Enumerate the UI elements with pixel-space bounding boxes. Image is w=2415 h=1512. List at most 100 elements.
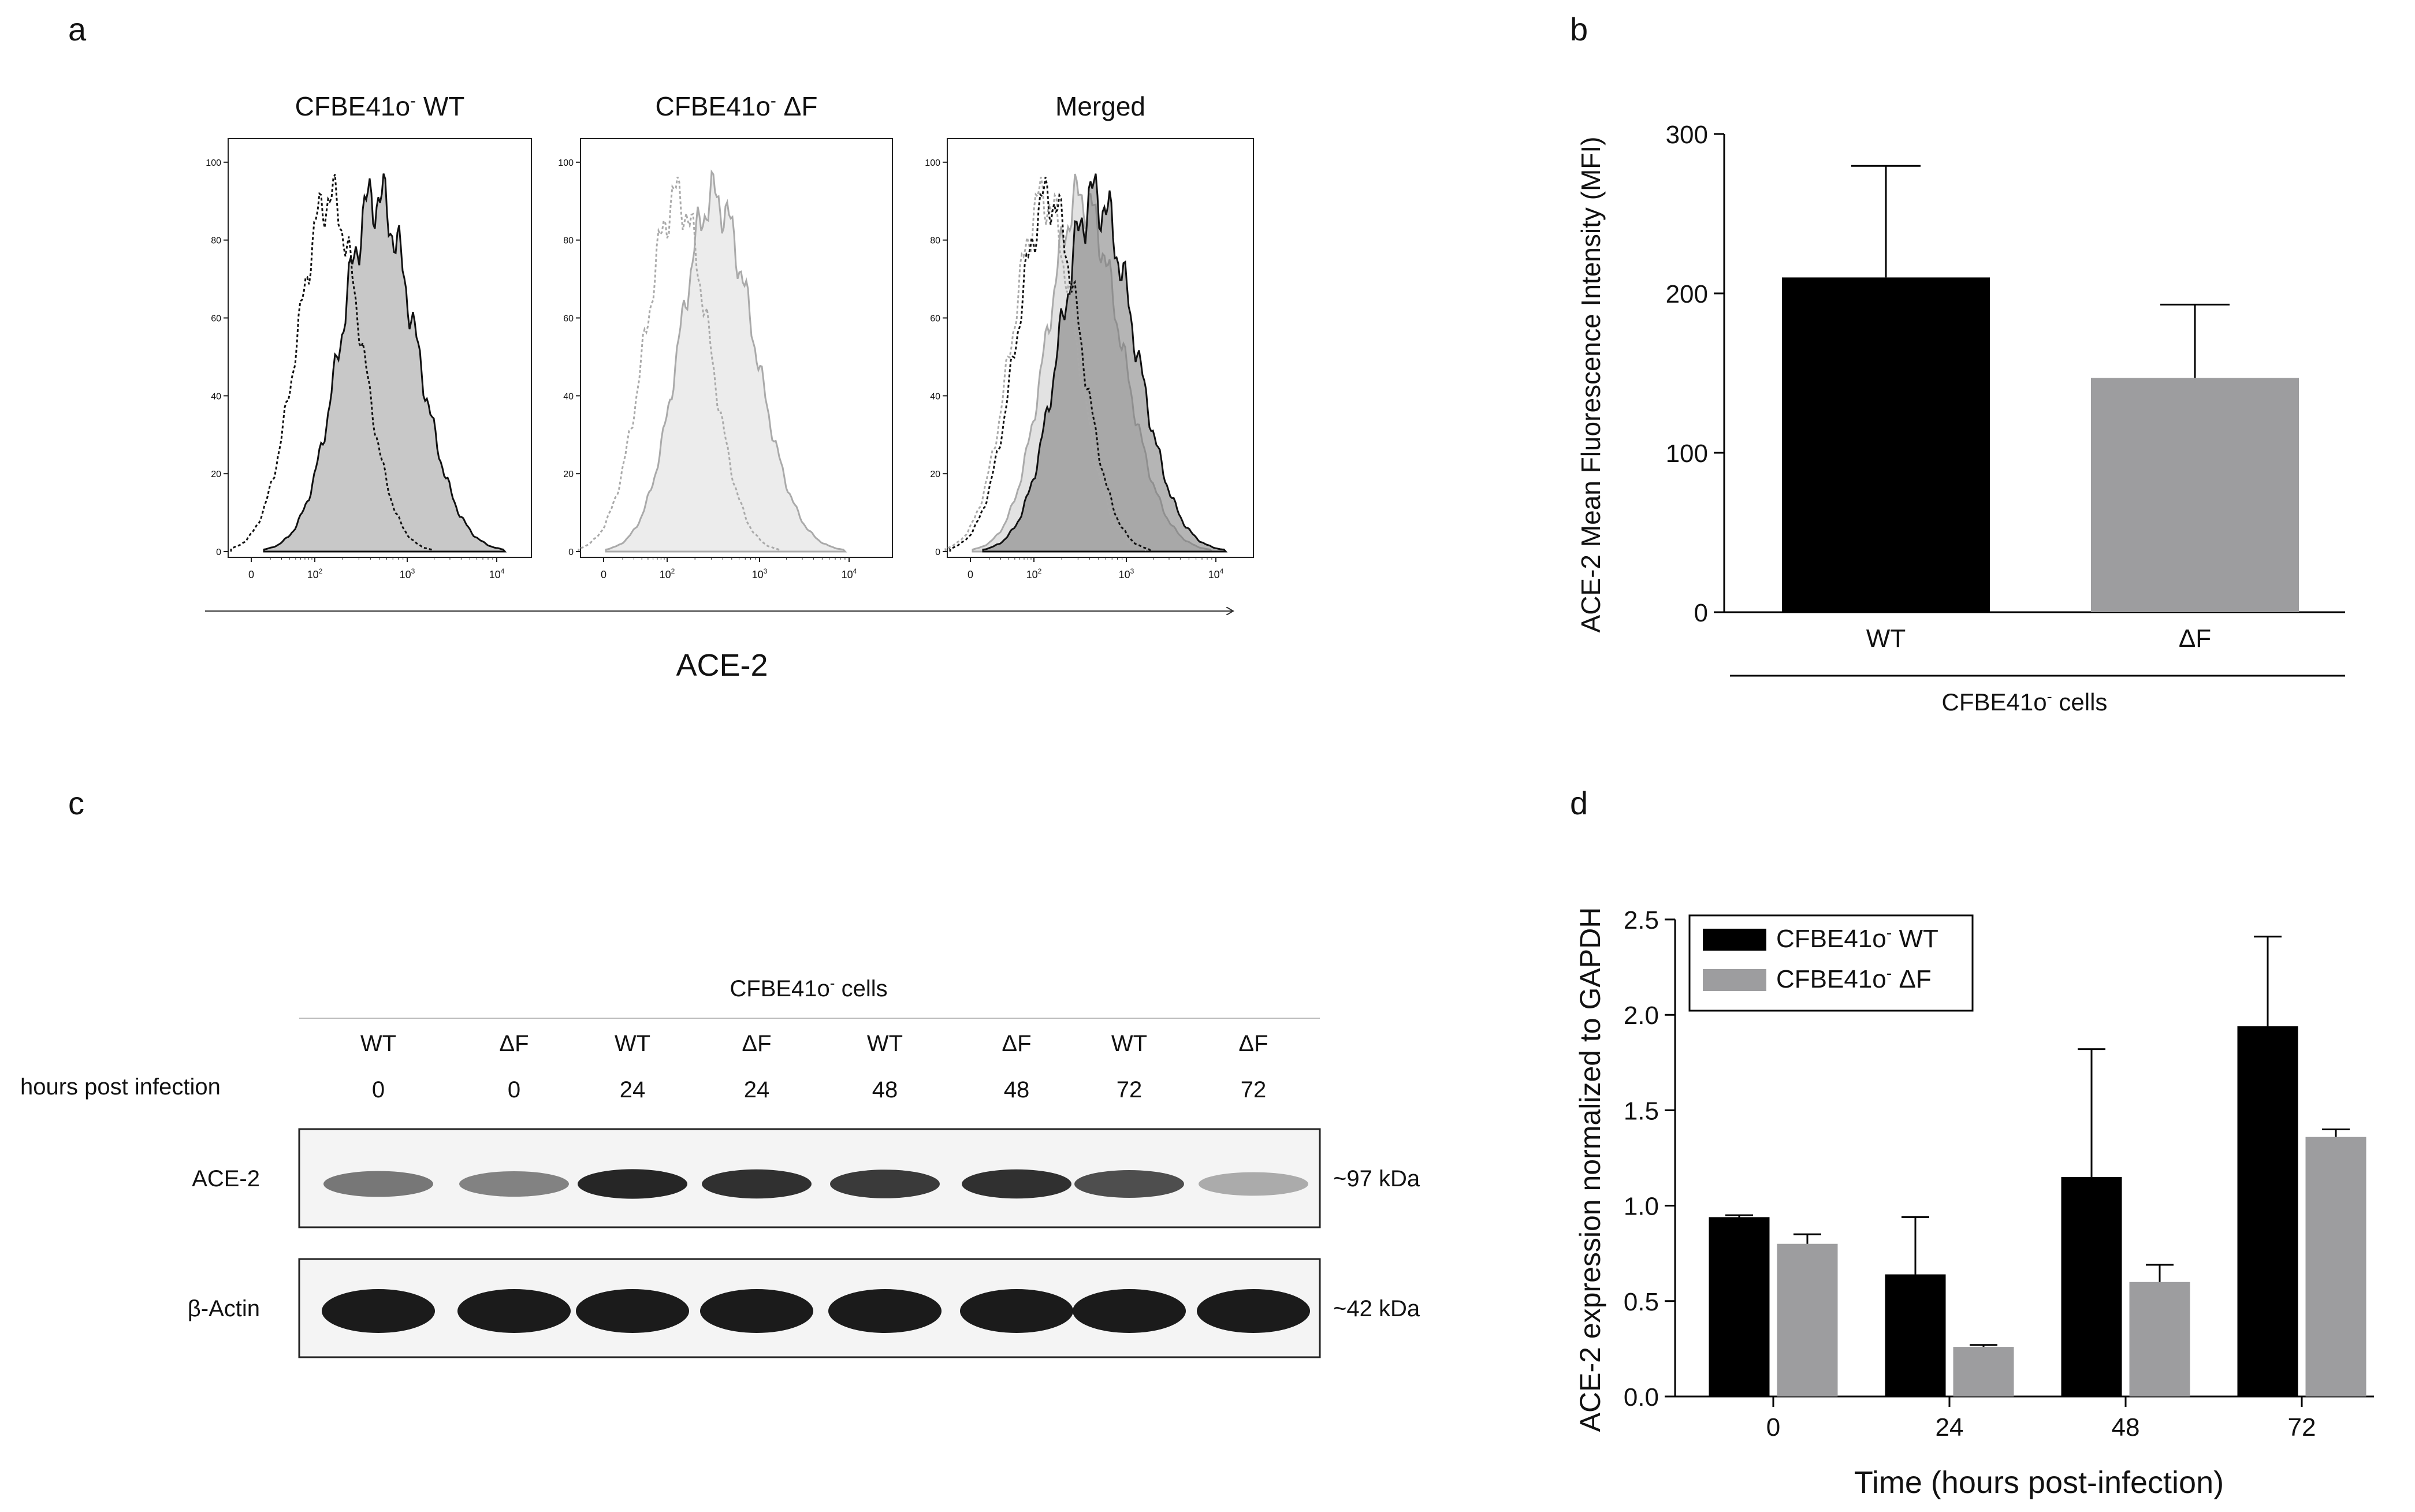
- blot-band: [457, 1289, 571, 1333]
- chart-b: 0 100 200 300 WT ΔF CFBE41o- cells ACE-2 Mean F…: [1576, 121, 2345, 716]
- blot-lane-genotype: WT: [867, 1031, 903, 1056]
- blot-lane-genotype: ΔF: [742, 1031, 771, 1056]
- histogram-x-tick-label: 0: [968, 569, 973, 580]
- d-y-tick-label: 2.5: [1624, 906, 1659, 934]
- histogram-y-tick-label: 100: [925, 158, 940, 168]
- panel-d: d 0.0 0.5 1.0 1.5 2.0 2.5 0 24 48 72 Time (hours p…: [1570, 785, 2374, 1500]
- d-category-label: 48: [2112, 1413, 2140, 1442]
- blot-lane-hours: 0: [372, 1077, 385, 1103]
- chart-d: 0.0 0.5 1.0 1.5 2.0 2.5 0 24 48 72 Time (hours pos…: [1574, 906, 2374, 1500]
- d-bar-df: [2305, 1137, 2366, 1396]
- histogram-title: CFBE41o- WT: [295, 91, 465, 121]
- western-blot: CFBE41o- cells hours post infection WT 0 ΔF 0…: [20, 974, 1420, 1358]
- panel-d-letter: d: [1570, 785, 1588, 821]
- histogram-y-tick-label: 80: [563, 236, 574, 246]
- blot-band: [323, 1171, 433, 1197]
- d-bar-wt: [2237, 1026, 2298, 1396]
- histogram-ace2-wt: [982, 173, 1228, 553]
- blot-lane-hours: 72: [1117, 1077, 1143, 1103]
- panel-b: b 0 100 200 300 WT ΔF CFBE41o- cells ACE-2 Mean…: [1570, 11, 2345, 716]
- d-category-label: 24: [1936, 1413, 1964, 1442]
- blot-band: [830, 1170, 940, 1198]
- histogram-title: CFBE41o- ΔF: [655, 91, 817, 121]
- b-group-label: CFBE41o- cells: [1942, 687, 2108, 716]
- blot-lane-hours: 48: [1004, 1077, 1030, 1103]
- blot-lane-genotype: ΔF: [1238, 1031, 1268, 1056]
- blot-size-label: ~42 kDa: [1333, 1296, 1420, 1321]
- histogram-x-tick-label: 102: [660, 567, 675, 580]
- histogram-merged: Merged 0 20 40 60 80 100 0 102 103 104: [925, 91, 1254, 580]
- histogram-x-tick-label: 104: [489, 567, 505, 580]
- histogram-isotype: [230, 174, 435, 552]
- d-x-axis-label: Time (hours post-infection): [1854, 1465, 2224, 1500]
- d-bar-df: [1777, 1243, 1838, 1396]
- histogram-y-tick-label: 60: [930, 314, 940, 324]
- d-y-axis-label: ACE-2 expression normalized to GAPDH: [1574, 907, 1606, 1432]
- blot-protein-label: β-Actin: [188, 1296, 260, 1321]
- histogram-x-tick-label: 0: [248, 569, 254, 580]
- blot-band: [962, 1169, 1071, 1199]
- histogram-wt: CFBE41o- WT 0 20 40 60 80 100 0 102 103 104: [206, 91, 532, 580]
- histogram-x-tick-label: 0: [601, 569, 606, 580]
- d-bar-df: [1953, 1347, 2014, 1396]
- histogram-frame: [947, 138, 1254, 558]
- histogram-y-tick-label: 40: [930, 392, 940, 401]
- histogram-x-tick-label: 102: [1026, 567, 1042, 580]
- histogram-y-tick-label: 20: [211, 470, 221, 479]
- blot-lane-genotype: ΔF: [1002, 1031, 1031, 1056]
- histogram-x-tick-label: 103: [400, 567, 415, 580]
- blot-lane-genotype: ΔF: [499, 1031, 529, 1056]
- d-category-label: 0: [1766, 1413, 1780, 1442]
- histogram-y-tick-label: 20: [930, 470, 940, 479]
- histogram-isotype-wt: [949, 177, 1152, 552]
- histogram-title: Merged: [1055, 91, 1145, 121]
- histogram-ace2-df: [605, 169, 847, 553]
- d-y-tick-label: 1.0: [1624, 1193, 1659, 1221]
- blot-lane-hours: 48: [872, 1077, 898, 1103]
- panel-b-letter: b: [1570, 11, 1588, 47]
- panel-c-letter: c: [68, 785, 84, 821]
- histogram-y-tick-label: 100: [558, 158, 574, 168]
- histogram-y-tick-label: 60: [211, 314, 221, 324]
- b-y-tick-label: 100: [1666, 440, 1708, 468]
- d-y-tick-label: 0.0: [1624, 1383, 1659, 1412]
- blot-protein-label: ACE-2: [192, 1166, 260, 1191]
- blot-band: [702, 1169, 812, 1199]
- histogram-isotype: [578, 176, 781, 552]
- histogram-y-tick-label: 60: [563, 314, 574, 324]
- blot-band: [1073, 1289, 1186, 1333]
- blot-band: [1074, 1170, 1184, 1198]
- histogram-x-tick-label: 102: [307, 567, 323, 580]
- blot-band: [1199, 1172, 1308, 1196]
- blot-size-label: ~97 kDa: [1333, 1166, 1420, 1191]
- histogram-isotype-df: [944, 177, 1148, 552]
- d-bar-wt: [1709, 1217, 1770, 1396]
- histogram-frame: [580, 138, 893, 558]
- blot-band: [576, 1289, 689, 1333]
- blot-lane-genotype: WT: [1111, 1031, 1147, 1056]
- d-bar-df: [2129, 1282, 2190, 1396]
- blot-band: [322, 1289, 435, 1333]
- blot-lane-hours: 0: [508, 1077, 520, 1103]
- histogram-x-tick-label: 104: [842, 567, 857, 580]
- blot-band: [700, 1289, 813, 1333]
- b-y-axis-label: ACE-2 Mean Fluorescence Intensity (MFI): [1576, 137, 1606, 633]
- blot-lane-genotype: WT: [360, 1031, 396, 1056]
- histogram-x-tick-label: 103: [752, 567, 768, 580]
- blot-band: [960, 1289, 1073, 1333]
- histogram-y-tick-label: 80: [211, 236, 221, 246]
- histogram-y-tick-label: 40: [211, 392, 221, 401]
- blot-group-label: CFBE41o- cells: [730, 974, 887, 1001]
- d-legend-swatch: [1703, 929, 1766, 951]
- histogram-y-tick-label: 0: [216, 548, 221, 557]
- ace2-axis-label: ACE-2: [676, 648, 768, 683]
- histogram-x-tick-label: 103: [1119, 567, 1134, 580]
- histogram-y-tick-label: 0: [568, 548, 574, 557]
- d-y-tick-label: 1.5: [1624, 1097, 1659, 1125]
- blot-lane-hours: 24: [744, 1077, 770, 1103]
- histogram-y-tick-label: 100: [206, 158, 221, 168]
- d-bar-wt: [2061, 1177, 2122, 1396]
- d-legend: CFBE41o- WT CFBE41o- ΔF: [1688, 914, 1974, 1012]
